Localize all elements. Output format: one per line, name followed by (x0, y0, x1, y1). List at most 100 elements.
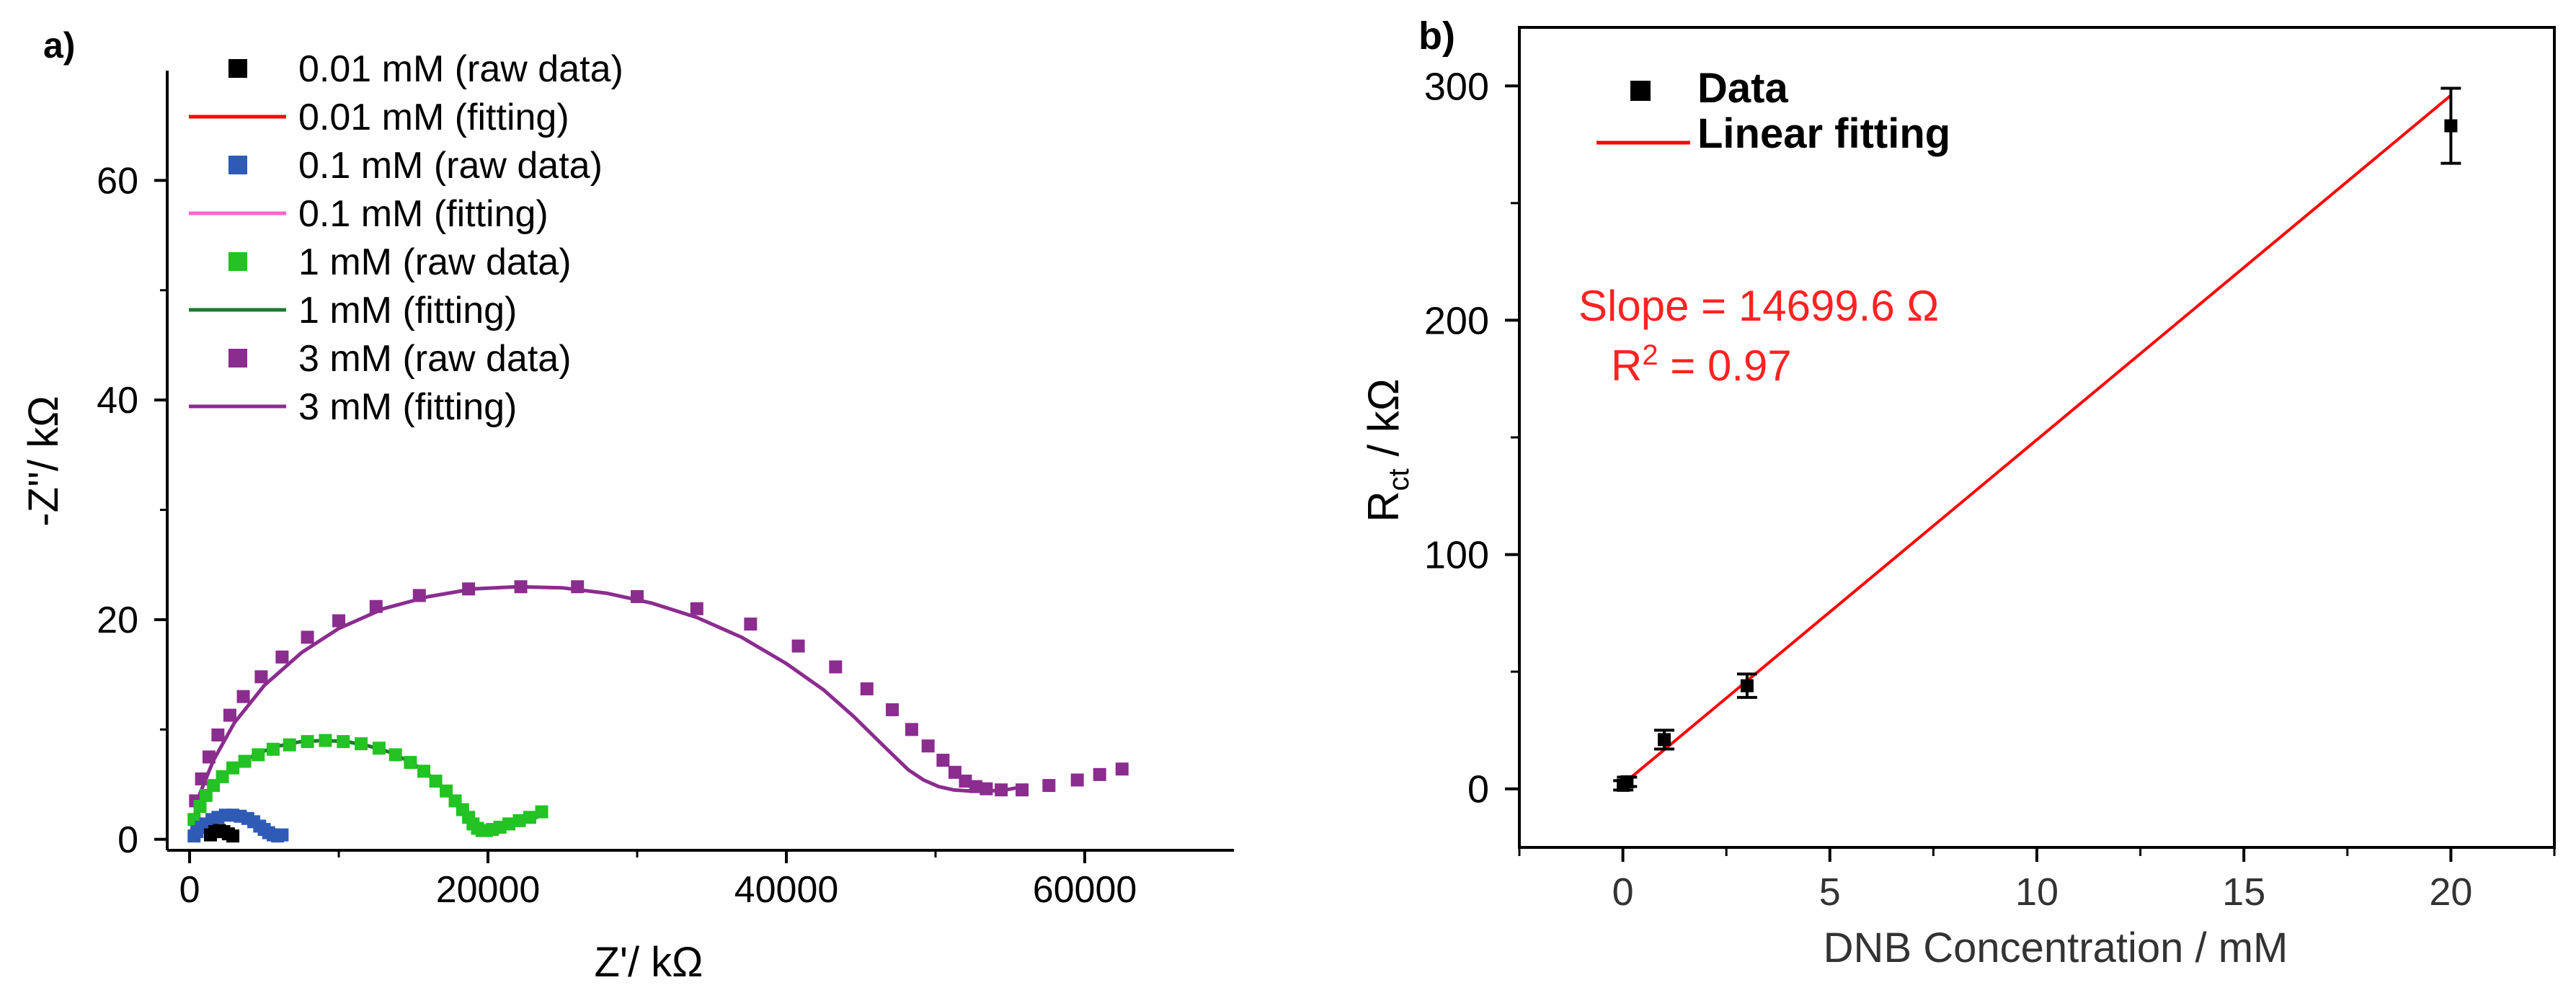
panel-a-3-mm-raw-data-point (236, 690, 250, 703)
r2-label: R (1611, 342, 1642, 390)
panel-a-3-mm-raw-data-point (1093, 767, 1106, 781)
panel-a-3-mm-raw-data-point (791, 639, 805, 653)
panel-b-y-tick-label: 100 (1424, 534, 1489, 577)
panel-a-1-mm-raw-data-point (238, 754, 252, 768)
panel-a-y-tick-label: 40 (97, 380, 138, 422)
panel-a-1-mm-raw-data-point (199, 788, 213, 802)
panel-b-label: b) (1418, 14, 1455, 58)
panel-a-3-mm-raw-data-point (462, 582, 476, 596)
data-point (1658, 733, 1671, 747)
panel-a-1-mm-raw-data-point (429, 774, 443, 788)
y-label-main: R (1359, 491, 1408, 522)
panel-a-3-mm-raw-data-point (254, 670, 268, 684)
panel-a-3-mm-raw-data-point (936, 754, 950, 767)
panel-a-legend-0-1-mm-fitting-label: 0.1 mM (fitting) (298, 193, 548, 235)
panel-a-1-mm-raw-data-point (440, 784, 453, 798)
panel-a-legend-1-mm-fitting-label: 1 mM (fitting) (298, 290, 517, 331)
panel-a-3-mm-raw-data-point (690, 602, 703, 615)
panel-a-0-1-mm-raw-data-point (275, 828, 289, 842)
panel-b-y-tick-label: 0 (1467, 768, 1489, 811)
panel-a-1-mm-raw-data-point (301, 735, 314, 749)
panel-a-legend-0-01-mm-raw-data-label: 0.01 mM (raw data) (298, 48, 623, 90)
panel-b-legend-data-label: Data (1697, 65, 1788, 112)
panel-a-3-mm-raw-data-point (301, 631, 314, 644)
panel-a-3-mm-raw-data-point (223, 708, 236, 722)
panel-a-1-mm-raw-data-point (319, 734, 332, 747)
panel-a-1-mm-raw-data-point (535, 805, 548, 819)
panel-a-x-tick-label: 40000 (734, 869, 839, 911)
panel-a-3-mm-raw-data-point (980, 782, 993, 796)
panel-a-legend-1-mm-raw-data-swatch (228, 252, 247, 271)
panel-a-3-mm-raw-data-point (860, 682, 874, 695)
panel-b-x-tick-label: 0 (1612, 870, 1634, 914)
data-point (1620, 775, 1634, 788)
panel-a-3-mm-raw-data-point (571, 580, 585, 594)
panel-a-legend: 0.01 mM (raw data) 0.01 mM (fitting) 0.1 m… (189, 48, 623, 428)
panel-a-3-mm-raw-data-point (959, 774, 972, 788)
r2-value: = 0.97 (1658, 342, 1792, 390)
panel-a-3-mm-raw-data-point (1070, 773, 1084, 787)
panel-a-1-mm-raw-data-point (417, 765, 431, 778)
panel-b-x-tick-label: 10 (2015, 870, 2058, 914)
panel-a-x-tick-label: 20000 (436, 869, 541, 911)
panel-b-x-axis-label: DNB Concentration / mM (1824, 925, 2288, 971)
panel-a-1-mm-raw-data-point (404, 756, 417, 770)
panel-a-y-tick-label: 60 (97, 160, 138, 202)
panel-a-3-mm-raw-data-point (905, 723, 918, 736)
panel-a-y-tick-label: 0 (117, 819, 138, 861)
panel-a-1-mm-raw-data-point (252, 748, 265, 762)
panel-a-1-mm-raw-data-point (226, 761, 240, 775)
panel-a-1-mm-raw-data-point (337, 735, 350, 749)
panel-a-3-mm-raw-data-point (275, 650, 289, 664)
panel-a-3-mm-raw-data-point (211, 728, 225, 741)
panel-a-x-tick-label: 0 (179, 869, 200, 911)
panel-a-1-mm-raw-data-point (216, 770, 229, 783)
panel-a-legend-0-1-mm-raw-data-swatch (228, 156, 247, 174)
panel-a-3-mm-raw-data-point (332, 614, 346, 628)
panel-b-x-tick-label: 20 (2429, 870, 2472, 914)
panel-a-1-mm-raw-data-point (502, 817, 516, 831)
panel-a-legend-0-1-mm-raw-data-label: 0.1 mM (raw data) (298, 145, 603, 187)
panel-a-label: a) (43, 25, 75, 66)
r2-superscript: 2 (1642, 339, 1658, 371)
panel-a-3-mm-fitting-line (187, 584, 1024, 840)
panel-b-legend-fit-label: Linear fitting (1697, 110, 1950, 157)
panel-b-legend-data-swatch (1630, 81, 1651, 101)
panel-a-1-mm-raw-data-point (372, 741, 386, 755)
panel-a-1-mm-raw-data-point (266, 742, 280, 756)
panel-b-y-tick-label: 300 (1424, 65, 1489, 108)
panel-a-3-mm-raw-data-point (631, 589, 644, 603)
panel-a-3-mm-raw-data-point (514, 580, 528, 594)
panel-a-x-tick-label: 60000 (1033, 869, 1137, 911)
panel-b-x-tick-label: 5 (1819, 870, 1841, 914)
panel-a-legend-0-01-mm-raw-data-swatch (228, 59, 247, 78)
panel-a-legend-3-mm-raw-data-label: 3 mM (raw data) (298, 338, 572, 380)
panel-b-x-tick-label: 15 (2222, 870, 2265, 914)
panel-a-1-mm-raw-data-point (355, 737, 368, 751)
linear-fit-line (1622, 94, 2452, 785)
panel-a-3-mm-raw-data-point (1016, 783, 1029, 797)
panel-a-3-mm-raw-data-point (412, 589, 426, 602)
panel-a-x-axis-label: Z'/ kΩ (594, 939, 703, 986)
panel-a-3-mm-raw-data-point (1115, 762, 1129, 776)
panel-a-y-tick-label: 20 (97, 600, 138, 641)
panel-a-1-mm-raw-data-point (388, 748, 402, 762)
slope-annotation: Slope = 14699.6 Ω (1578, 282, 1939, 330)
panel-b-y-axis-label: Rct / kΩ (1359, 378, 1415, 522)
data-point (1740, 679, 1754, 692)
panel-a-1-mm-raw-data-point (512, 814, 526, 827)
panel-a-1-mm-raw-data-point (523, 811, 536, 824)
panel-a-legend-1-mm-raw-data-label: 1 mM (raw data) (298, 241, 572, 283)
panel-a-3-mm-raw-data-point (948, 765, 961, 779)
r-squared-annotation: R2 = 0.97 (1611, 339, 1792, 390)
panel-a-3-mm-raw-data-point (202, 750, 216, 764)
panel-a-legend-3-mm-raw-data-swatch (228, 349, 247, 367)
panel-a-3-mm-raw-data-point (744, 618, 758, 631)
panel-a-3-mm-raw-data-point (829, 660, 843, 674)
panel-a-legend-0-01-mm-fitting-label: 0.01 mM (fitting) (298, 97, 569, 138)
panel-a-3-mm-raw-data-point (885, 703, 899, 716)
panel-a-3-mm-raw-data-point (969, 780, 982, 793)
panel-a-1-mm-raw-data-point (283, 738, 296, 752)
